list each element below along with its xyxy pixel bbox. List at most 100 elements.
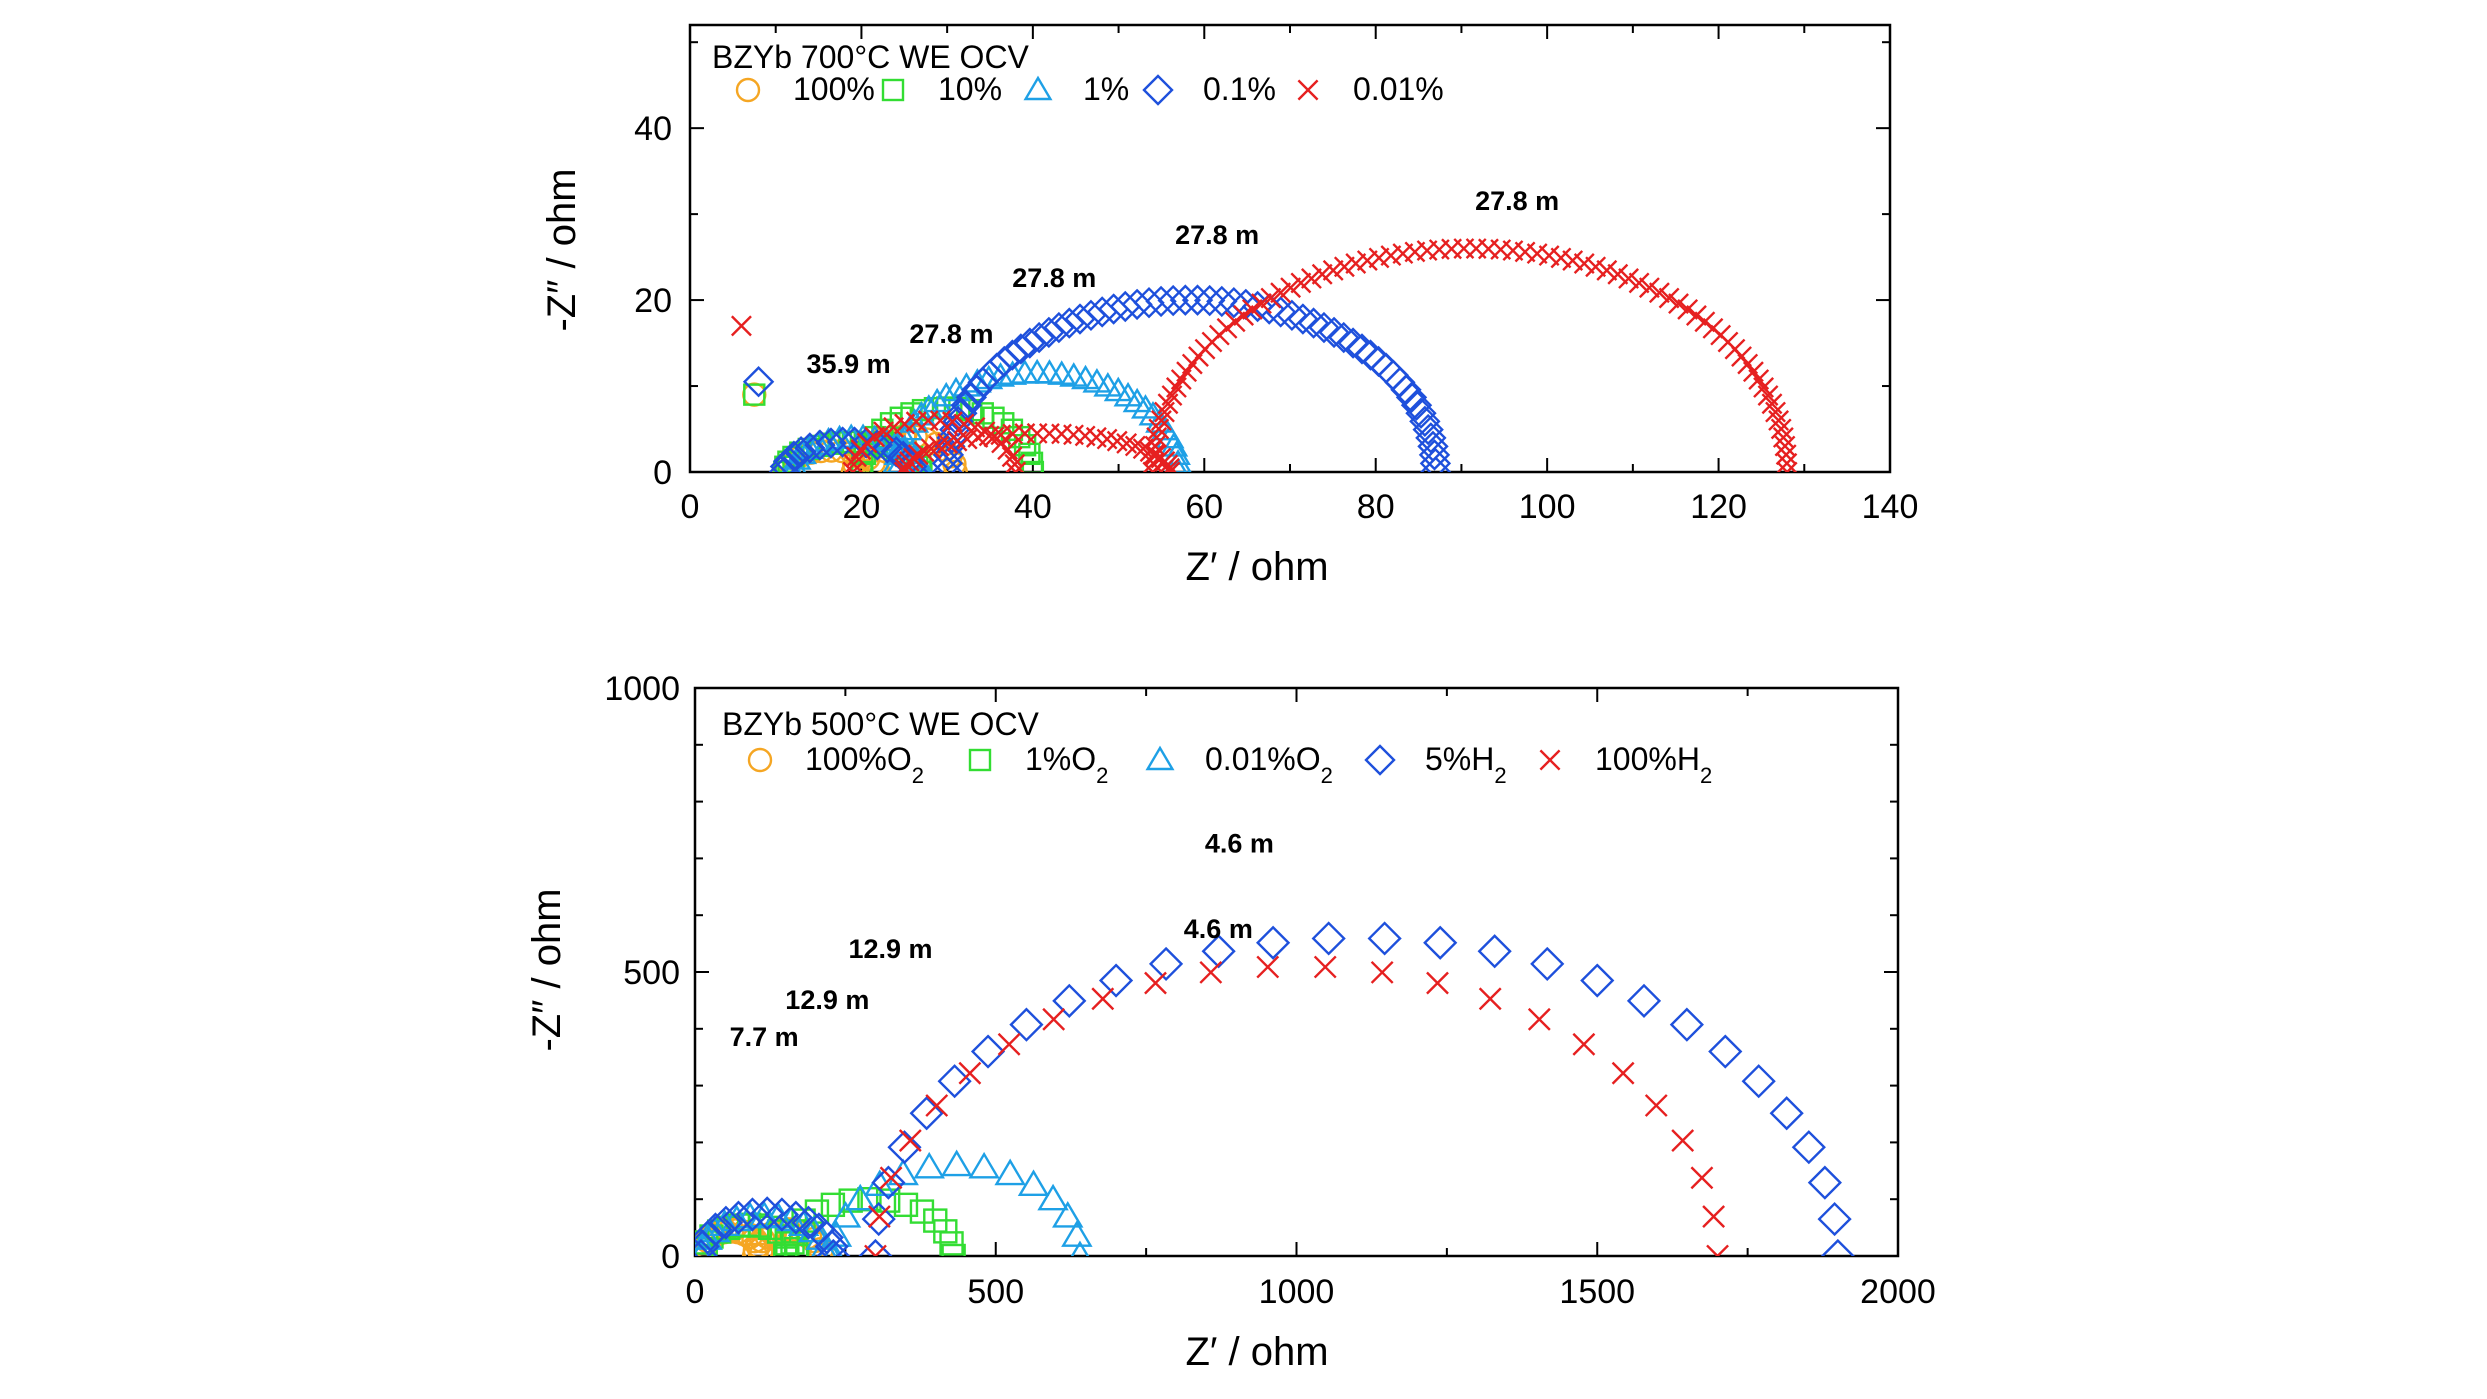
frequency-annotation: 35.9 m	[807, 349, 891, 379]
legend-marker	[747, 747, 773, 773]
data-point	[1776, 461, 1798, 472]
data-point	[925, 1094, 949, 1117]
x-tick-label: 140	[1862, 488, 1919, 526]
data-point	[1585, 256, 1607, 278]
data-point	[1418, 439, 1451, 471]
legend-label: 100%	[793, 71, 875, 107]
data-point	[1169, 284, 1202, 316]
data-point	[1308, 311, 1340, 344]
x-tick-label: 0	[686, 1273, 705, 1311]
data-point	[1142, 461, 1164, 472]
data-point	[1668, 293, 1689, 315]
data-point	[695, 1223, 724, 1250]
data-point	[1400, 389, 1433, 421]
data-point	[730, 315, 752, 337]
data-point	[1297, 307, 1330, 339]
data-point	[1300, 267, 1322, 289]
x-tick-label: 500	[967, 1273, 1024, 1311]
data-point	[986, 362, 1016, 387]
data-point	[1287, 303, 1319, 335]
x-tick-label: 80	[1357, 488, 1395, 526]
data-point	[1260, 287, 1282, 309]
legend-item: 100%	[735, 71, 875, 107]
data-point	[1322, 259, 1344, 281]
data-point	[1708, 1034, 1743, 1069]
x-tick-label: 60	[1185, 488, 1223, 526]
data-points	[695, 921, 1855, 1256]
frequency-annotation: 4.6 m	[1184, 914, 1253, 944]
data-point	[893, 1192, 919, 1218]
data-point	[1807, 1165, 1842, 1200]
data-point	[1596, 259, 1618, 281]
data-point	[1644, 1094, 1668, 1117]
data-point	[1671, 1129, 1695, 1152]
data-point	[1052, 983, 1087, 1018]
x-tick-label: 1500	[1559, 1273, 1635, 1311]
data-point	[814, 1229, 849, 1256]
series-100%H2	[864, 955, 1729, 1256]
data-point	[1791, 1130, 1826, 1165]
data-point	[742, 382, 767, 407]
data-point	[879, 1166, 903, 1190]
data-point	[1562, 250, 1584, 271]
data-point	[1690, 1166, 1714, 1190]
data-point	[1098, 963, 1134, 998]
data-point	[747, 1242, 775, 1256]
data-point	[867, 1205, 891, 1228]
legend-item: 100%O2	[747, 741, 924, 788]
data-point	[1658, 287, 1680, 309]
data-point	[826, 426, 859, 458]
data-point	[743, 383, 766, 406]
data-point	[1270, 282, 1292, 304]
legend-marker	[1539, 749, 1561, 771]
x-axis-title: Z′ / ohm	[1185, 1330, 1328, 1374]
frequency-annotation: 27.8 m	[909, 319, 993, 349]
data-point	[1769, 1096, 1804, 1131]
data-point	[698, 1212, 733, 1247]
data-point	[1133, 286, 1165, 319]
data-point	[1224, 311, 1246, 333]
data-point	[913, 441, 935, 463]
data-point	[1142, 452, 1164, 472]
data-point	[1638, 277, 1660, 299]
data-point	[1233, 305, 1255, 326]
data-point	[968, 1151, 1000, 1179]
data-point	[1817, 1201, 1852, 1237]
data-point	[1264, 296, 1297, 328]
data-point	[695, 1240, 711, 1256]
data-point	[997, 1032, 1021, 1056]
data-point	[941, 1243, 966, 1256]
data-point	[994, 1158, 1026, 1186]
data-point	[1042, 1007, 1066, 1031]
y-tick-label: 0	[653, 454, 672, 492]
legend-label: 0.1%	[1203, 71, 1276, 107]
data-point	[1251, 293, 1272, 315]
data-point	[785, 436, 817, 468]
legend-item: 1%	[1023, 71, 1129, 107]
data-point	[907, 444, 929, 466]
legend-label: 0.01%	[1353, 71, 1444, 107]
data-point	[1290, 272, 1312, 294]
legend-item: 10%	[881, 71, 1002, 107]
data-point	[1157, 284, 1189, 317]
legend-label: 0.01%O2	[1205, 741, 1333, 788]
legend-item: 0.1%	[1142, 71, 1276, 107]
data-point	[1820, 1238, 1855, 1256]
x-tick-label: 20	[843, 488, 881, 526]
data-point	[1022, 358, 1052, 384]
data-point	[1677, 298, 1699, 320]
data-point	[1034, 359, 1064, 384]
legend-marker	[1297, 79, 1319, 101]
data-point	[750, 1196, 785, 1231]
data-point	[1412, 413, 1444, 446]
x-axis-title: Z′ / ohm	[1185, 545, 1328, 589]
data-point	[794, 432, 826, 464]
x-tick-label: 2000	[1860, 1273, 1936, 1311]
data-point	[1148, 418, 1170, 440]
data-point	[1530, 946, 1565, 982]
data-point	[1405, 397, 1437, 429]
data-point	[778, 440, 810, 472]
legend-label: 1%	[1083, 71, 1129, 107]
frequency-annotation: 4.6 m	[1205, 829, 1274, 859]
legend-marker	[1364, 744, 1396, 776]
